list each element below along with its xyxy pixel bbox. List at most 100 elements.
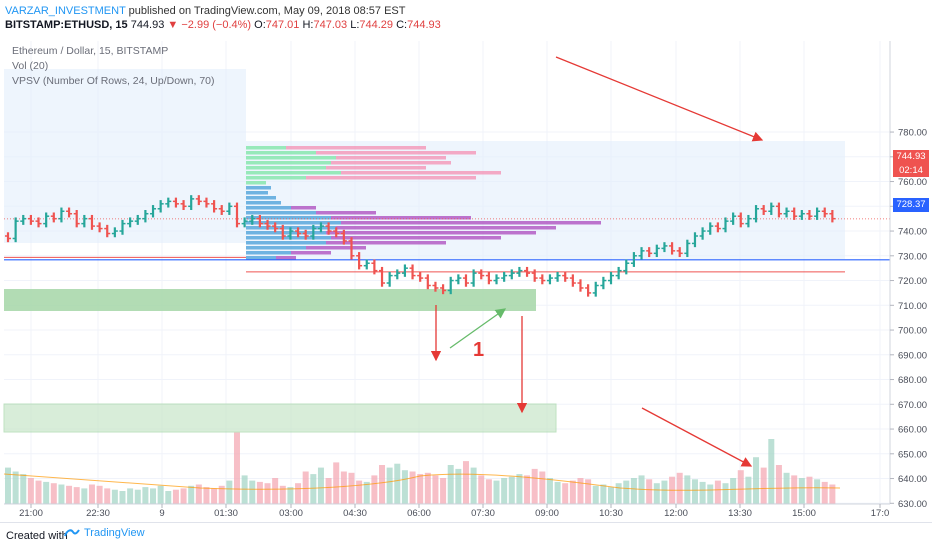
volume-bar [295, 483, 302, 504]
time-tick-label: 03:00 [279, 508, 303, 519]
volume-bar [524, 475, 531, 504]
profile-row-up [246, 181, 266, 185]
price-tick-label: 660.00 [898, 425, 927, 436]
profile-row-up [246, 191, 268, 195]
volume-bar [302, 471, 309, 504]
tradingview-logo-icon [64, 529, 80, 537]
time-axis[interactable]: 21:00 22:30 9 01:30 03:00 04:30 06:00 07:30 09:0… [4, 503, 890, 519]
volume-bar [806, 476, 813, 504]
price-tick-label: 640.00 [898, 474, 927, 485]
time-tick-label: 07:30 [471, 508, 495, 519]
volume-bar [714, 480, 721, 504]
volume-bar [737, 470, 744, 504]
author-link[interactable]: VARZAR_INVESTMENT [5, 5, 126, 17]
demand-zone-lower[interactable] [3, 403, 557, 433]
volume-bar [310, 474, 317, 504]
volume-bar [569, 480, 576, 504]
volume-bar [447, 465, 454, 504]
volume-bar [127, 488, 134, 504]
time-tick-label: 09:00 [535, 508, 559, 519]
volume-bar [150, 488, 157, 504]
volume-bar [96, 485, 103, 504]
profile-row-up [246, 166, 326, 170]
volume-bar [195, 484, 202, 504]
volume-bar [104, 488, 111, 504]
low-label: L: [350, 19, 360, 31]
demand-zone-upper[interactable] [4, 289, 536, 311]
volume-bar [539, 471, 546, 504]
price-tick-label: 680.00 [898, 375, 927, 386]
profile-row-down [306, 176, 476, 180]
last-price: 744.93 [130, 19, 165, 31]
last-price-tag: 744.93 [893, 150, 929, 164]
profile-row-down [341, 221, 601, 225]
profile-row-up [246, 216, 331, 220]
volume-bar [43, 481, 50, 504]
volume-bar [455, 468, 462, 504]
high-label: H: [302, 19, 314, 31]
chart-header: VARZAR_INVESTMENT published on TradingVi… [0, 0, 932, 36]
volume-bar [188, 485, 195, 504]
profile-row-up [246, 206, 291, 210]
profile-row-up [246, 196, 276, 200]
volume-bar [348, 472, 355, 504]
profile-row-down [316, 211, 376, 215]
volume-ma-line [3, 473, 841, 491]
volume-bar [478, 475, 485, 504]
volume-bar [12, 471, 19, 504]
volume-bar [386, 467, 393, 504]
footer: Created with TradingView [0, 522, 932, 551]
volume-bar [371, 475, 378, 504]
volume-bar [379, 465, 386, 504]
volume-bar [653, 483, 660, 504]
volume-bar [203, 487, 210, 504]
profile-row-up [246, 151, 316, 155]
open-label: O: [254, 19, 266, 31]
arrow-top-right[interactable] [555, 56, 764, 142]
annotation-number: 1 [473, 339, 484, 361]
profile-row-up [246, 231, 326, 235]
volume-bar [646, 479, 653, 504]
volume-bar [462, 461, 469, 504]
volume-bar [134, 489, 141, 504]
profile-row-up [246, 221, 341, 225]
change-value: ▼ −2.99 (−0.4%) [167, 19, 252, 31]
volume-bar [142, 487, 149, 504]
profile-row-up [246, 201, 281, 205]
volume-bar [340, 471, 347, 504]
volume-bar [317, 467, 324, 504]
volume-bar [226, 480, 233, 504]
volume-bar [508, 476, 515, 504]
profile-row-down [341, 171, 501, 175]
volume-bar [630, 478, 637, 504]
vpsv-indicator[interactable]: VPSV (Number Of Rows, 24, Up/Down, 70) [12, 75, 215, 87]
volume-indicator[interactable]: Vol (20) [12, 60, 49, 72]
volume-bar [356, 480, 363, 504]
arrow-up-green[interactable] [449, 308, 507, 349]
time-tick-label: 22:30 [86, 508, 110, 519]
tradingview-brand-label: TradingView [84, 527, 145, 539]
price-axis[interactable]: 630.00 640.00 650.00 660.00 670.00 680.00 690.… [889, 41, 927, 510]
price-chart[interactable]: 1 630.00 640.00 650.00 660.00 670.00 680.00 69… [0, 36, 932, 522]
volume-bar [730, 478, 737, 504]
arrow-bottom-right[interactable] [641, 407, 753, 467]
tradingview-brand[interactable]: TradingView [64, 527, 145, 539]
price-tick-label: 630.00 [898, 499, 927, 510]
price-tick-label: 760.00 [898, 177, 927, 188]
time-tick-label: 17:0 [871, 508, 890, 519]
instrument-title: Ethereum / Dollar, 15, BITSTAMP [12, 45, 169, 57]
volume-bar [608, 487, 615, 504]
profile-row-down [326, 231, 536, 235]
volume-bar [180, 488, 187, 504]
volume-bar [516, 474, 523, 504]
volume-bar [424, 472, 431, 504]
high-value: 747.03 [313, 19, 348, 31]
volume-bar [577, 478, 584, 504]
volume-bar [401, 470, 408, 504]
profile-row-up [246, 241, 326, 245]
volume-bar [546, 478, 553, 504]
volume-bar [493, 480, 500, 504]
volume-bar [172, 489, 179, 504]
profile-row-down [276, 256, 296, 260]
price-tick-label: 780.00 [898, 128, 927, 139]
